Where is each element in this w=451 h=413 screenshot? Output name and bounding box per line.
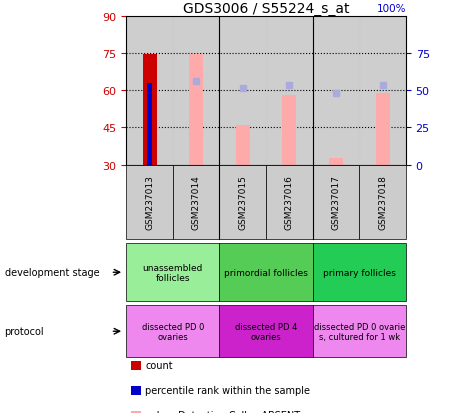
Text: development stage: development stage (5, 268, 99, 278)
Bar (147, 83, 152, 165)
Bar (329, 159, 343, 165)
Text: GSM237015: GSM237015 (238, 175, 247, 230)
Bar (189, 55, 203, 165)
Bar (173, 17, 220, 165)
Text: count: count (145, 361, 173, 370)
Bar (359, 17, 406, 165)
Text: dissected PD 0 ovarie
s, cultured for 1 wk: dissected PD 0 ovarie s, cultured for 1 … (313, 322, 405, 341)
Text: protocol: protocol (5, 326, 44, 337)
Text: dissected PD 4
ovaries: dissected PD 4 ovaries (235, 322, 297, 341)
Bar (126, 17, 173, 165)
Text: primary follicles: primary follicles (323, 268, 396, 277)
Bar (266, 17, 313, 165)
Bar (376, 93, 390, 165)
Text: primordial follicles: primordial follicles (224, 268, 308, 277)
Bar (313, 17, 359, 165)
Bar (313, 17, 359, 165)
Bar (220, 17, 266, 165)
Text: dissected PD 0
ovaries: dissected PD 0 ovaries (142, 322, 204, 341)
Title: GDS3006 / S55224_s_at: GDS3006 / S55224_s_at (183, 2, 350, 16)
Bar (126, 17, 173, 165)
Bar (220, 17, 266, 165)
Bar (236, 126, 250, 165)
Bar (359, 17, 406, 165)
Text: GSM237017: GSM237017 (331, 175, 341, 230)
Bar (266, 17, 313, 165)
Text: 100%: 100% (377, 4, 406, 14)
Text: GSM237013: GSM237013 (145, 175, 154, 230)
Text: GSM237018: GSM237018 (378, 175, 387, 230)
Bar (282, 96, 296, 165)
Text: value, Detection Call = ABSENT: value, Detection Call = ABSENT (145, 410, 300, 413)
Text: GSM237016: GSM237016 (285, 175, 294, 230)
Text: GSM237014: GSM237014 (192, 175, 201, 230)
Bar (143, 55, 156, 165)
Bar (173, 17, 220, 165)
Text: percentile rank within the sample: percentile rank within the sample (145, 385, 310, 395)
Text: unassembled
follicles: unassembled follicles (143, 263, 203, 282)
